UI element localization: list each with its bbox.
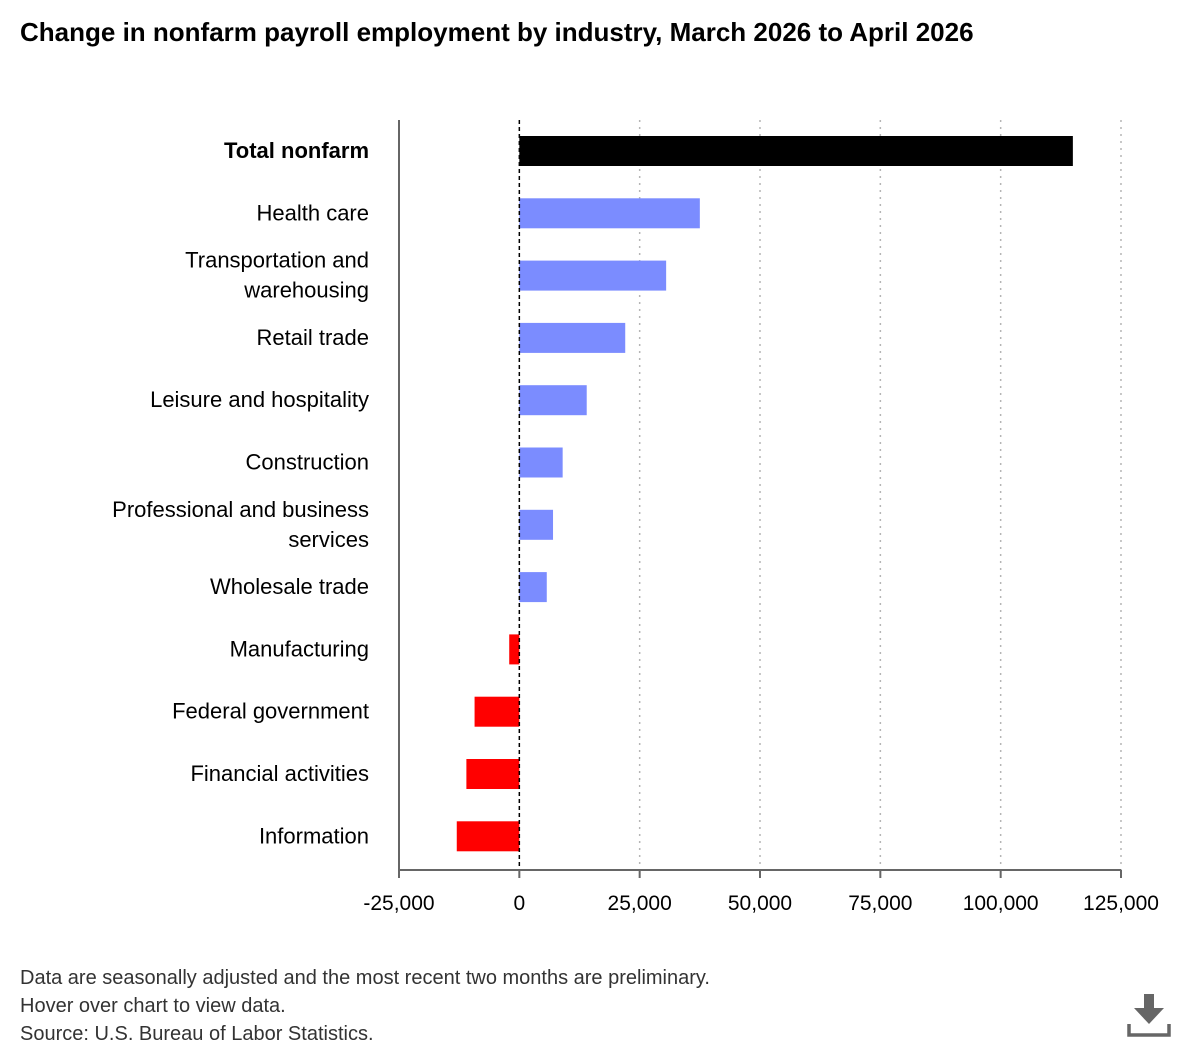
category-label-line: Health care xyxy=(256,200,369,225)
category-label: Information xyxy=(259,823,369,848)
bar[interactable] xyxy=(466,759,520,789)
category-label-line: Federal government xyxy=(172,699,369,724)
footnote-hover: Hover over chart to view data. xyxy=(20,995,286,1017)
category-label-line: services xyxy=(288,527,369,552)
x-tick-label: 25,000 xyxy=(608,892,672,915)
category-label: Transportation and warehousing xyxy=(185,248,369,303)
download-icon[interactable] xyxy=(1126,992,1172,1038)
category-label: Federal government xyxy=(172,699,369,724)
category-label: Leisure and hospitality xyxy=(150,387,369,412)
category-label: Professional and business services xyxy=(112,497,369,552)
bar[interactable] xyxy=(519,572,547,603)
chart-title: Change in nonfarm payroll employment by … xyxy=(20,17,974,47)
chart-footer: Data are seasonally adjusted and the mos… xyxy=(20,964,710,1048)
bar[interactable] xyxy=(456,821,520,852)
category-label-line: Leisure and hospitality xyxy=(150,387,369,412)
category-label: Manufacturing xyxy=(230,636,369,661)
bar[interactable] xyxy=(519,260,667,291)
bar[interactable] xyxy=(519,136,1073,166)
category-label-line: Retail trade xyxy=(256,325,369,350)
x-tick-label: 100,000 xyxy=(963,892,1039,915)
category-label-line: Wholesale trade xyxy=(210,574,369,599)
category-label-line: Transportation and xyxy=(185,248,369,273)
footnote-seasonal: Data are seasonally adjusted and the mos… xyxy=(20,967,710,989)
category-label: Retail trade xyxy=(256,325,369,350)
category-label-line: Financial activities xyxy=(190,761,369,786)
category-label-line: Total nonfarm xyxy=(224,138,369,163)
x-tick-label: 0 xyxy=(513,892,525,915)
bar[interactable] xyxy=(519,447,563,478)
x-tick-label: -25,000 xyxy=(363,892,434,915)
bar[interactable] xyxy=(519,509,554,540)
footnote-source: Source: U.S. Bureau of Labor Statistics. xyxy=(20,1023,374,1045)
x-tick-label: 50,000 xyxy=(728,892,792,915)
category-label-line: Construction xyxy=(245,450,369,475)
category-label-line: warehousing xyxy=(243,278,369,303)
bar[interactable] xyxy=(519,198,700,229)
category-label: Wholesale trade xyxy=(210,574,369,599)
category-label: Construction xyxy=(245,450,369,475)
category-label-line: Professional and business xyxy=(112,497,369,522)
category-label: Financial activities xyxy=(190,761,369,786)
bar[interactable] xyxy=(519,322,626,353)
bar[interactable] xyxy=(474,696,520,727)
category-label: Health care xyxy=(256,200,369,225)
x-tick-label: 125,000 xyxy=(1083,892,1159,915)
bar[interactable] xyxy=(509,634,520,665)
category-label-line: Manufacturing xyxy=(230,636,369,661)
bar[interactable] xyxy=(519,385,587,416)
category-label-line: Information xyxy=(259,823,369,848)
category-label: Total nonfarm xyxy=(224,138,369,163)
x-tick-label: 75,000 xyxy=(848,892,912,915)
